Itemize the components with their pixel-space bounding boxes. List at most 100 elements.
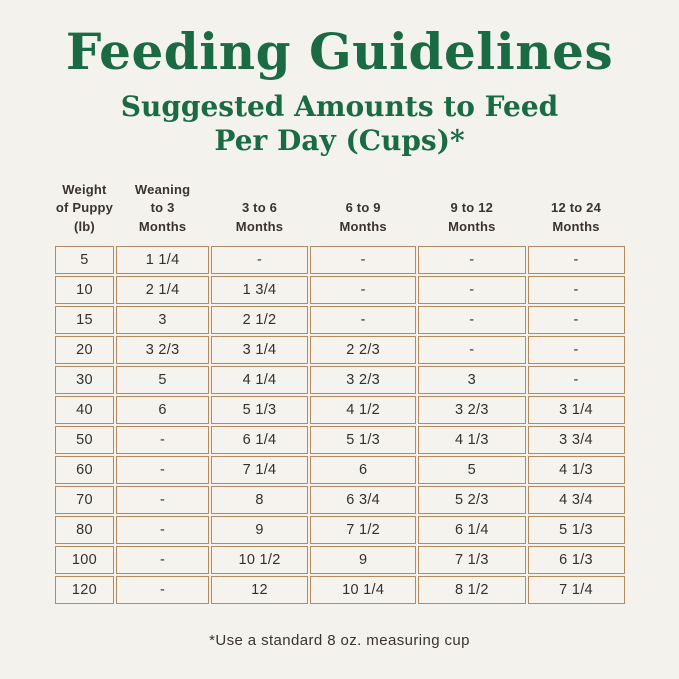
column-header-weaning-3mo: Weaning to 3 Months	[134, 182, 191, 234]
amount-cell: 5 1/3	[310, 425, 417, 454]
column-header-3-6mo: 3 to 6 Months	[235, 200, 284, 234]
amount-cell: 12	[210, 575, 309, 604]
amount-cell: -	[527, 305, 625, 334]
header: Feeding Guidelines Suggested Amounts to …	[0, 0, 679, 157]
amount-cell: -	[310, 275, 417, 304]
amount-cell: 2 2/3	[310, 335, 417, 364]
amount-cell: 3 3/4	[527, 425, 625, 454]
amount-cell: 3 2/3	[418, 395, 526, 424]
amount-cell: 2 1/2	[210, 305, 309, 334]
table-row: 10 2 1/4 1 3/4- - -	[54, 275, 625, 304]
subtitle-line-1: Suggested Amounts to Feed	[120, 90, 559, 123]
amount-cell: -	[116, 545, 209, 574]
amount-cell: 4 1/4	[210, 365, 309, 394]
amount-cell: 8 1/2	[418, 575, 526, 604]
amount-cell: 4 3/4	[527, 485, 625, 514]
column-header-weight: Weight of Puppy (lb)	[55, 182, 114, 234]
table-row: 120-12 10 1/4 8 1/2 7 1/4	[54, 575, 625, 604]
table-row: 60-7 1/4 6 5 4 1/3	[54, 455, 625, 484]
column-header-6-9mo: 6 to 9 Months	[339, 200, 387, 234]
column-header-9-12mo: 9 to 12 Months	[448, 200, 496, 234]
weight-cell: 20	[54, 335, 115, 364]
amount-cell: 7 1/4	[527, 575, 625, 604]
amount-cell: -	[116, 485, 209, 514]
amount-cell: 7 1/2	[310, 515, 417, 544]
table-header: Weight of Puppy (lb) Weaning to 3 Months…	[55, 181, 625, 244]
amount-cell: 3 1/4	[210, 335, 309, 364]
amount-cell: 5	[116, 365, 209, 394]
weight-cell: 120	[54, 575, 115, 604]
amount-cell: 6 3/4	[310, 485, 417, 514]
amount-cell: 3 2/3	[310, 365, 417, 394]
amount-cell: 2 1/4	[116, 275, 209, 304]
amount-cell: 3 2/3	[116, 335, 209, 364]
feeding-guidelines-table: Weight of Puppy (lb) Weaning to 3 Months…	[53, 179, 627, 606]
amount-cell: 6 1/4	[210, 425, 309, 454]
amount-cell: -	[310, 305, 417, 334]
amount-cell: 3	[418, 365, 526, 394]
column-header-12-24mo: 12 to 24 Months	[551, 200, 602, 234]
amount-cell: -	[418, 275, 526, 304]
header-row: Weight of Puppy (lb) Weaning to 3 Months…	[55, 181, 625, 244]
weight-cell: 10	[54, 275, 115, 304]
amount-cell: 9	[210, 515, 309, 544]
amount-cell: 6 1/3	[527, 545, 625, 574]
amount-cell: -	[210, 245, 309, 274]
table-row: 30 5 4 1/4 3 2/3 3-	[54, 365, 625, 394]
amount-cell: -	[527, 365, 625, 394]
table-row: 20 3 2/3 3 1/4 2 2/3- -	[54, 335, 625, 364]
amount-cell: -	[418, 245, 526, 274]
amount-cell: 10 1/2	[210, 545, 309, 574]
amount-cell: 5 1/3	[527, 515, 625, 544]
amount-cell: 7 1/4	[210, 455, 309, 484]
amount-cell: -	[418, 335, 526, 364]
amount-cell: 4 1/3	[418, 425, 526, 454]
amount-cell: 9	[310, 545, 417, 574]
measuring-cup-footnote: *Use a standard 8 oz. measuring cup	[209, 631, 470, 649]
weight-cell: 15	[54, 305, 115, 334]
weight-cell: 60	[54, 455, 115, 484]
page-subtitle: Suggested Amounts to Feed Per Day (Cups)*	[0, 90, 679, 157]
weight-cell: 50	[54, 425, 115, 454]
amount-cell: 4 1/3	[527, 455, 625, 484]
weight-cell: 70	[54, 485, 115, 514]
table-row: 100-10 1/2 9 7 1/3 6 1/3	[54, 545, 625, 574]
amount-cell: -	[310, 245, 417, 274]
amount-cell: -	[116, 455, 209, 484]
table-row: 70-8 6 3/4 5 2/3 4 3/4	[54, 485, 625, 514]
amount-cell: 6	[310, 455, 417, 484]
amount-cell: 5	[418, 455, 526, 484]
weight-cell: 80	[54, 515, 115, 544]
subtitle-line-2: Per Day (Cups)*	[214, 123, 465, 157]
table-row: 50-6 1/4 5 1/3 4 1/3 3 3/4	[54, 425, 625, 454]
amount-cell: 3	[116, 305, 209, 334]
amount-cell: 4 1/2	[310, 395, 417, 424]
table-row: 40 6 5 1/3 4 1/2 3 2/3 3 1/4	[54, 395, 625, 424]
amount-cell: 1 1/4	[116, 245, 209, 274]
amount-cell: 5 2/3	[418, 485, 526, 514]
amount-cell: 1 3/4	[210, 275, 309, 304]
weight-cell: 100	[54, 545, 115, 574]
amount-cell: 10 1/4	[310, 575, 417, 604]
amount-cell: -	[116, 515, 209, 544]
amount-cell: 6	[116, 395, 209, 424]
amount-cell: 8	[210, 485, 309, 514]
amount-cell: -	[116, 575, 209, 604]
table-row: 15 3 2 1/2- - -	[54, 305, 625, 334]
page-title: Feeding Guidelines	[65, 22, 614, 81]
amount-cell: 6 1/4	[418, 515, 526, 544]
amount-cell: -	[527, 245, 625, 274]
amount-cell: 7 1/3	[418, 545, 526, 574]
amount-cell: -	[418, 305, 526, 334]
amount-cell: -	[527, 275, 625, 304]
table-row: 80-9 7 1/2 6 1/4 5 1/3	[54, 515, 625, 544]
weight-cell: 30	[54, 365, 115, 394]
weight-cell: 40	[54, 395, 115, 424]
weight-cell: 5	[54, 245, 115, 274]
amount-cell: 5 1/3	[210, 395, 309, 424]
amount-cell: -	[116, 425, 209, 454]
amount-cell: -	[527, 335, 625, 364]
